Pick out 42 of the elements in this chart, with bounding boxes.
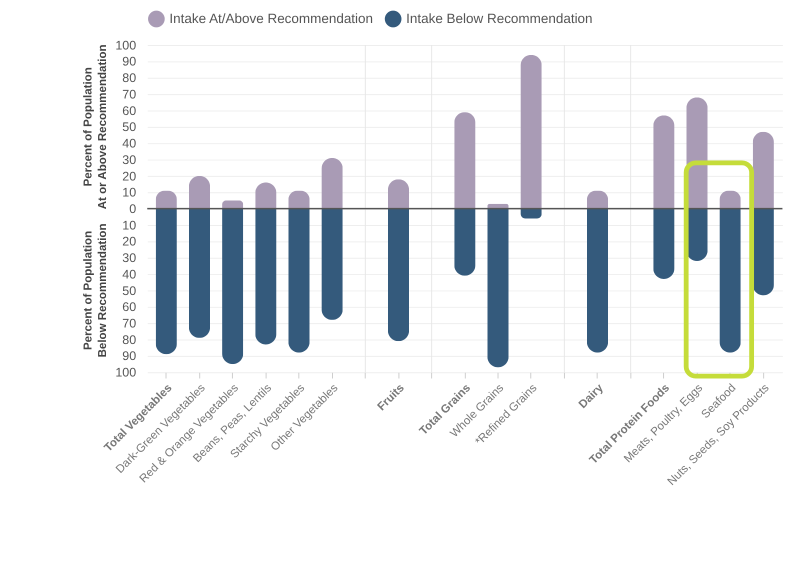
bar — [255, 208, 276, 344]
y-tick-label: 100 — [115, 366, 136, 380]
y-tick-label: 50 — [122, 284, 136, 298]
y-tick-label: 90 — [122, 54, 136, 69]
legend-label: Intake Below Recommendation — [406, 10, 593, 26]
bar — [454, 208, 476, 276]
y-tick-label: 20 — [122, 234, 136, 249]
bar — [322, 158, 343, 209]
y-tick-label: 50 — [122, 120, 136, 134]
y-tick-label: 10 — [122, 186, 136, 200]
bar — [156, 208, 177, 354]
y-tick-label: 100 — [115, 38, 136, 52]
y-tick-label: 90 — [122, 349, 136, 364]
y-tick-label: 70 — [122, 316, 136, 331]
bar — [520, 54, 542, 209]
bar — [487, 208, 509, 368]
y-tick-label: 40 — [122, 136, 136, 151]
bar — [288, 208, 310, 353]
y-tick-label: 30 — [122, 152, 136, 167]
bar — [388, 208, 410, 342]
bar — [653, 115, 674, 209]
bar — [586, 208, 608, 353]
y-tick-label: 30 — [122, 251, 136, 266]
y-tick-label: 0 — [129, 202, 136, 216]
bar — [454, 112, 476, 209]
bar — [653, 208, 674, 280]
bar — [222, 208, 244, 364]
y-tick-label: 80 — [122, 71, 136, 86]
y-tick-label: 70 — [122, 87, 136, 102]
bar — [752, 132, 774, 209]
y-tick-label: 60 — [122, 300, 136, 314]
y-axis-title: Percent of Population At or Above Recommendation — [82, 44, 109, 210]
y-tick-label: 20 — [122, 169, 136, 184]
bar — [188, 208, 210, 338]
bar — [322, 208, 343, 320]
legend-label: Intake At/Above Recommendation — [169, 10, 374, 26]
bar — [720, 208, 741, 353]
y-tick-label: 40 — [122, 267, 136, 282]
y-tick-label: 80 — [122, 332, 136, 347]
text: Percent of Population Below Recommendation — [82, 223, 109, 358]
y-tick-label: 60 — [122, 104, 136, 118]
y-tick-label: 10 — [122, 218, 136, 232]
